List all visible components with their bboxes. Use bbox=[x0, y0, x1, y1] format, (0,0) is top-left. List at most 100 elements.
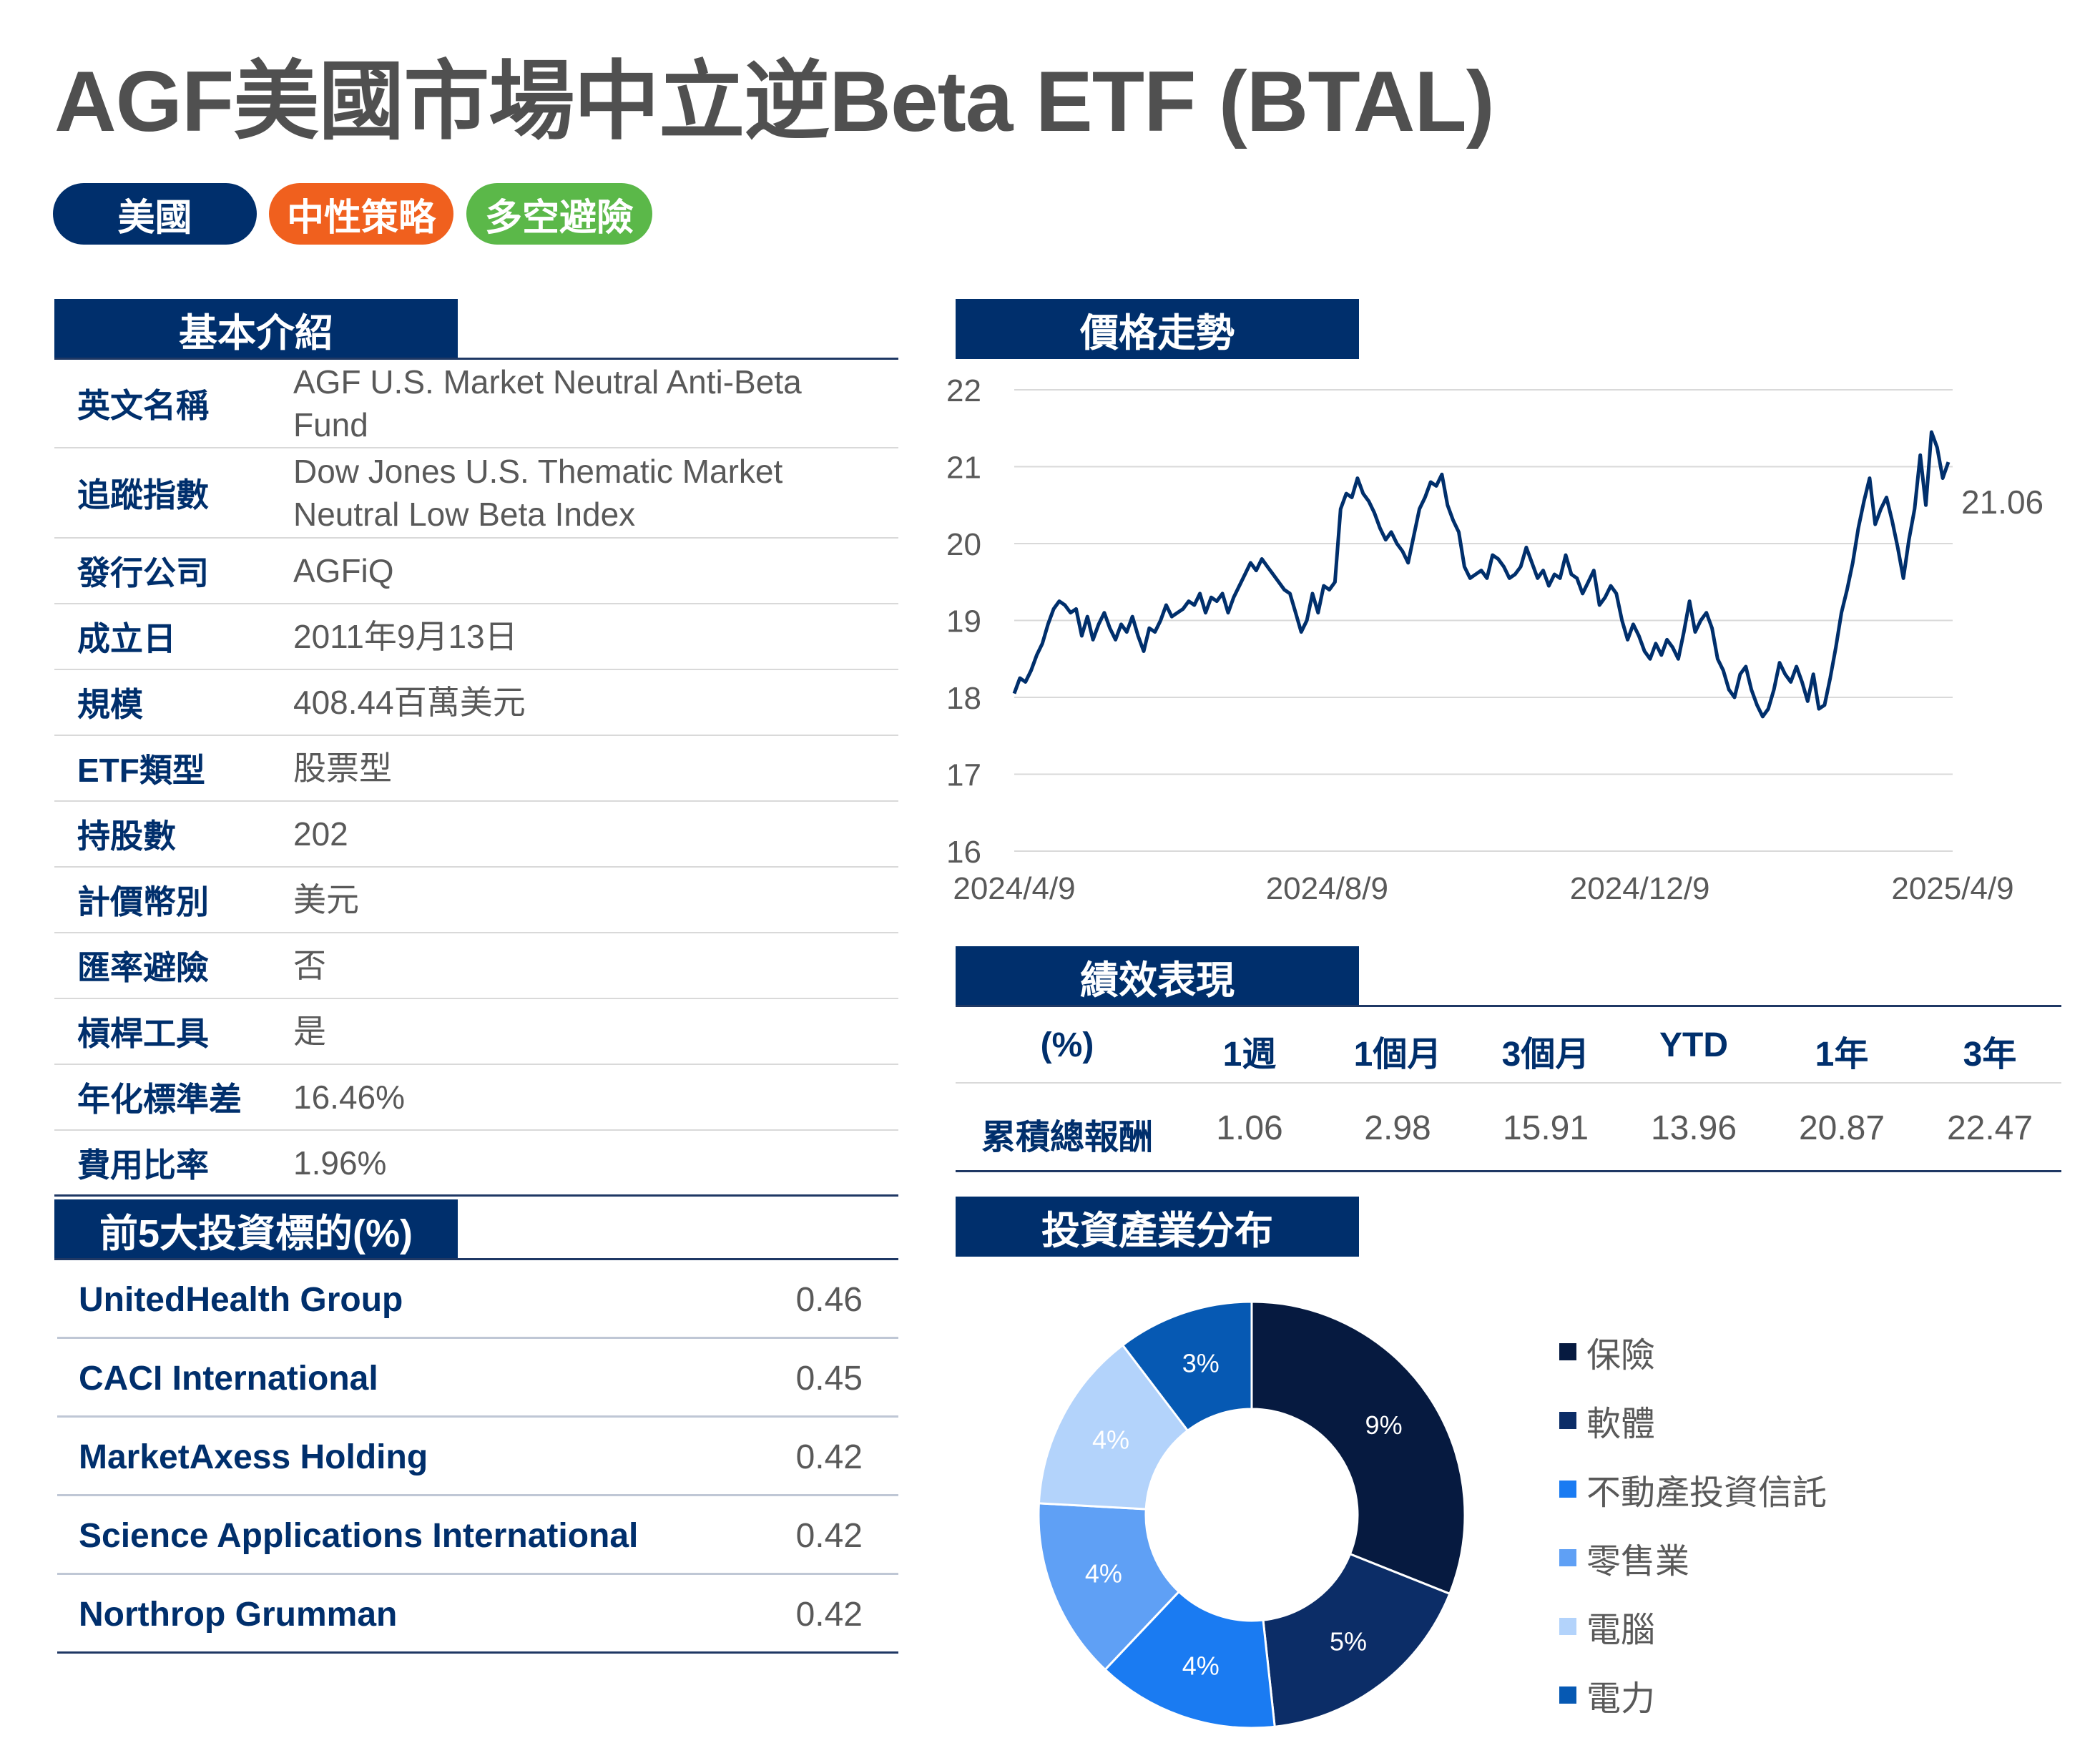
perf-col-1y: 1年 bbox=[1815, 1036, 1869, 1074]
perf-value-3m: 15.91 bbox=[1502, 1109, 1589, 1147]
slice-label: 3% bbox=[1182, 1349, 1220, 1378]
holding-weight: 0.42 bbox=[795, 1517, 863, 1555]
legend-swatch bbox=[1559, 1686, 1576, 1704]
slice-label: 4% bbox=[1182, 1651, 1220, 1680]
legend-swatch bbox=[1559, 1618, 1576, 1635]
price-line bbox=[1012, 430, 1951, 719]
info-row-aum: 規模 408.44百萬美元 bbox=[54, 670, 898, 736]
legend-label: 電力 bbox=[1586, 1680, 1656, 1718]
slice-label: 4% bbox=[1092, 1425, 1129, 1455]
perf-value-1y: 20.87 bbox=[1798, 1109, 1885, 1147]
slice-label: 9% bbox=[1365, 1410, 1403, 1440]
info-value: 否 bbox=[293, 947, 326, 984]
perf-value-3y: 22.47 bbox=[1946, 1109, 2033, 1147]
top-holdings-divider bbox=[54, 1258, 898, 1260]
top-holdings-header: 前5大投資標的(%) bbox=[54, 1199, 458, 1260]
info-row-english-name: 英文名稱 AGF U.S. Market Neutral Anti-Beta F… bbox=[54, 360, 898, 448]
info-row-inception: 成立日 2011年9月13日 bbox=[54, 604, 898, 670]
donut-slice bbox=[1262, 1552, 1451, 1728]
y-tick-label: 21 bbox=[946, 451, 981, 486]
holding-name: MarketAxess Holding bbox=[79, 1438, 428, 1476]
info-value: 1.96% bbox=[293, 1144, 387, 1182]
info-label: 成立日 bbox=[77, 620, 176, 657]
holding-weight: 0.46 bbox=[795, 1281, 863, 1319]
perf-col-unit: (%) bbox=[1040, 1026, 1094, 1064]
perf-value-ytd: 13.96 bbox=[1650, 1109, 1737, 1147]
info-value: 股票型 bbox=[293, 750, 392, 787]
y-tick-label: 16 bbox=[946, 835, 981, 870]
info-value: 美元 bbox=[293, 881, 359, 918]
legend-label: 保險 bbox=[1586, 1337, 1656, 1375]
y-tick-label: 20 bbox=[946, 527, 981, 562]
legend-label: 零售業 bbox=[1586, 1543, 1690, 1581]
info-value: 是 bbox=[293, 1013, 326, 1050]
info-label: 槓桿工具 bbox=[77, 1015, 209, 1052]
performance-bottom-line bbox=[956, 1170, 2061, 1172]
performance-top-line bbox=[956, 1005, 2061, 1007]
info-label: 追蹤指數 bbox=[77, 476, 209, 514]
info-row-holdings-count: 持股數 202 bbox=[54, 802, 898, 868]
x-tick-label: 2025/4/9 bbox=[1891, 871, 2013, 906]
info-row-currency: 計價幣別 美元 bbox=[54, 868, 898, 933]
holding-row: CACI International 0.45 bbox=[57, 1339, 898, 1418]
info-value: 408.44百萬美元 bbox=[293, 684, 526, 721]
holding-row: UnitedHealth Group 0.46 bbox=[57, 1260, 898, 1339]
perf-col-3m: 3個月 bbox=[1501, 1036, 1590, 1074]
legend-item-reit: 不動產投資信託 bbox=[1559, 1464, 1827, 1514]
holding-row: Northrop Grumman 0.42 bbox=[57, 1575, 898, 1654]
info-value: 2011年9月13日 bbox=[293, 618, 518, 655]
donut-slice bbox=[1121, 1300, 1253, 1433]
perf-col-1w: 1週 bbox=[1222, 1036, 1277, 1074]
performance-header: 績效表現 bbox=[956, 946, 1359, 1006]
perf-col-1m: 1個月 bbox=[1353, 1036, 1442, 1074]
info-row-expense-ratio: 費用比率 1.96% bbox=[54, 1131, 898, 1197]
price-trend-header: 價格走勢 bbox=[956, 299, 1359, 359]
donut-slice bbox=[1037, 1343, 1189, 1511]
basic-info-header: 基本介紹 bbox=[54, 299, 458, 359]
holding-name: UnitedHealth Group bbox=[79, 1281, 403, 1319]
slice-label: 5% bbox=[1330, 1627, 1367, 1656]
holding-name: Science Applications International bbox=[79, 1517, 639, 1555]
legend-swatch bbox=[1559, 1412, 1576, 1429]
info-value: Dow Jones U.S. Thematic Market Neutral L… bbox=[293, 453, 783, 533]
perf-value-1m: 2.98 bbox=[1364, 1109, 1431, 1147]
legend-item-computers: 電腦 bbox=[1559, 1601, 1655, 1651]
info-label: 英文名稱 bbox=[77, 387, 209, 424]
y-tick-label: 18 bbox=[946, 681, 981, 716]
industry-header: 投資產業分布 bbox=[956, 1197, 1359, 1257]
industry-donut-chart: 9% 5% 4% 4% 4% 3% bbox=[1037, 1300, 1466, 1729]
info-row-fx-hedge: 匯率避險 否 bbox=[54, 933, 898, 999]
tag-region: 美國 bbox=[53, 183, 257, 245]
legend-label: 不動產投資信託 bbox=[1586, 1474, 1827, 1512]
x-tick-label: 2024/4/9 bbox=[953, 871, 1075, 906]
performance-mid-line bbox=[956, 1082, 2061, 1084]
y-tick-label: 22 bbox=[946, 373, 981, 408]
legend-swatch bbox=[1559, 1343, 1576, 1360]
perf-row-label: 累積總報酬 bbox=[981, 1119, 1153, 1157]
donut-slice bbox=[1037, 1502, 1181, 1671]
tag-hedge: 多空避險 bbox=[466, 183, 652, 245]
info-label: 規模 bbox=[77, 686, 143, 723]
holding-name: CACI International bbox=[79, 1360, 378, 1398]
legend-label: 軟體 bbox=[1586, 1405, 1656, 1443]
holding-weight: 0.42 bbox=[795, 1596, 863, 1634]
info-row-volatility: 年化標準差 16.46% bbox=[54, 1065, 898, 1131]
holding-row: MarketAxess Holding 0.42 bbox=[57, 1418, 898, 1496]
x-tick-label: 2024/12/9 bbox=[1570, 871, 1710, 906]
info-value: AGFiQ bbox=[293, 552, 394, 589]
info-label: ETF類型 bbox=[77, 752, 205, 789]
legend-item-power: 電力 bbox=[1559, 1670, 1655, 1720]
info-label: 匯率避險 bbox=[77, 949, 209, 986]
legend-swatch bbox=[1559, 1481, 1576, 1498]
info-row-issuer: 發行公司 AGFiQ bbox=[54, 539, 898, 604]
holding-weight: 0.42 bbox=[795, 1438, 863, 1476]
perf-col-ytd: YTD bbox=[1659, 1026, 1728, 1064]
legend-item-software: 軟體 bbox=[1559, 1395, 1655, 1445]
holding-weight: 0.45 bbox=[795, 1360, 863, 1398]
legend-item-insurance: 保險 bbox=[1559, 1327, 1655, 1377]
slice-label: 4% bbox=[1085, 1559, 1122, 1589]
holding-row: Science Applications International 0.42 bbox=[57, 1496, 898, 1575]
y-tick-label: 17 bbox=[946, 758, 981, 793]
basic-info-divider bbox=[54, 358, 898, 360]
info-row-leverage: 槓桿工具 是 bbox=[54, 999, 898, 1065]
